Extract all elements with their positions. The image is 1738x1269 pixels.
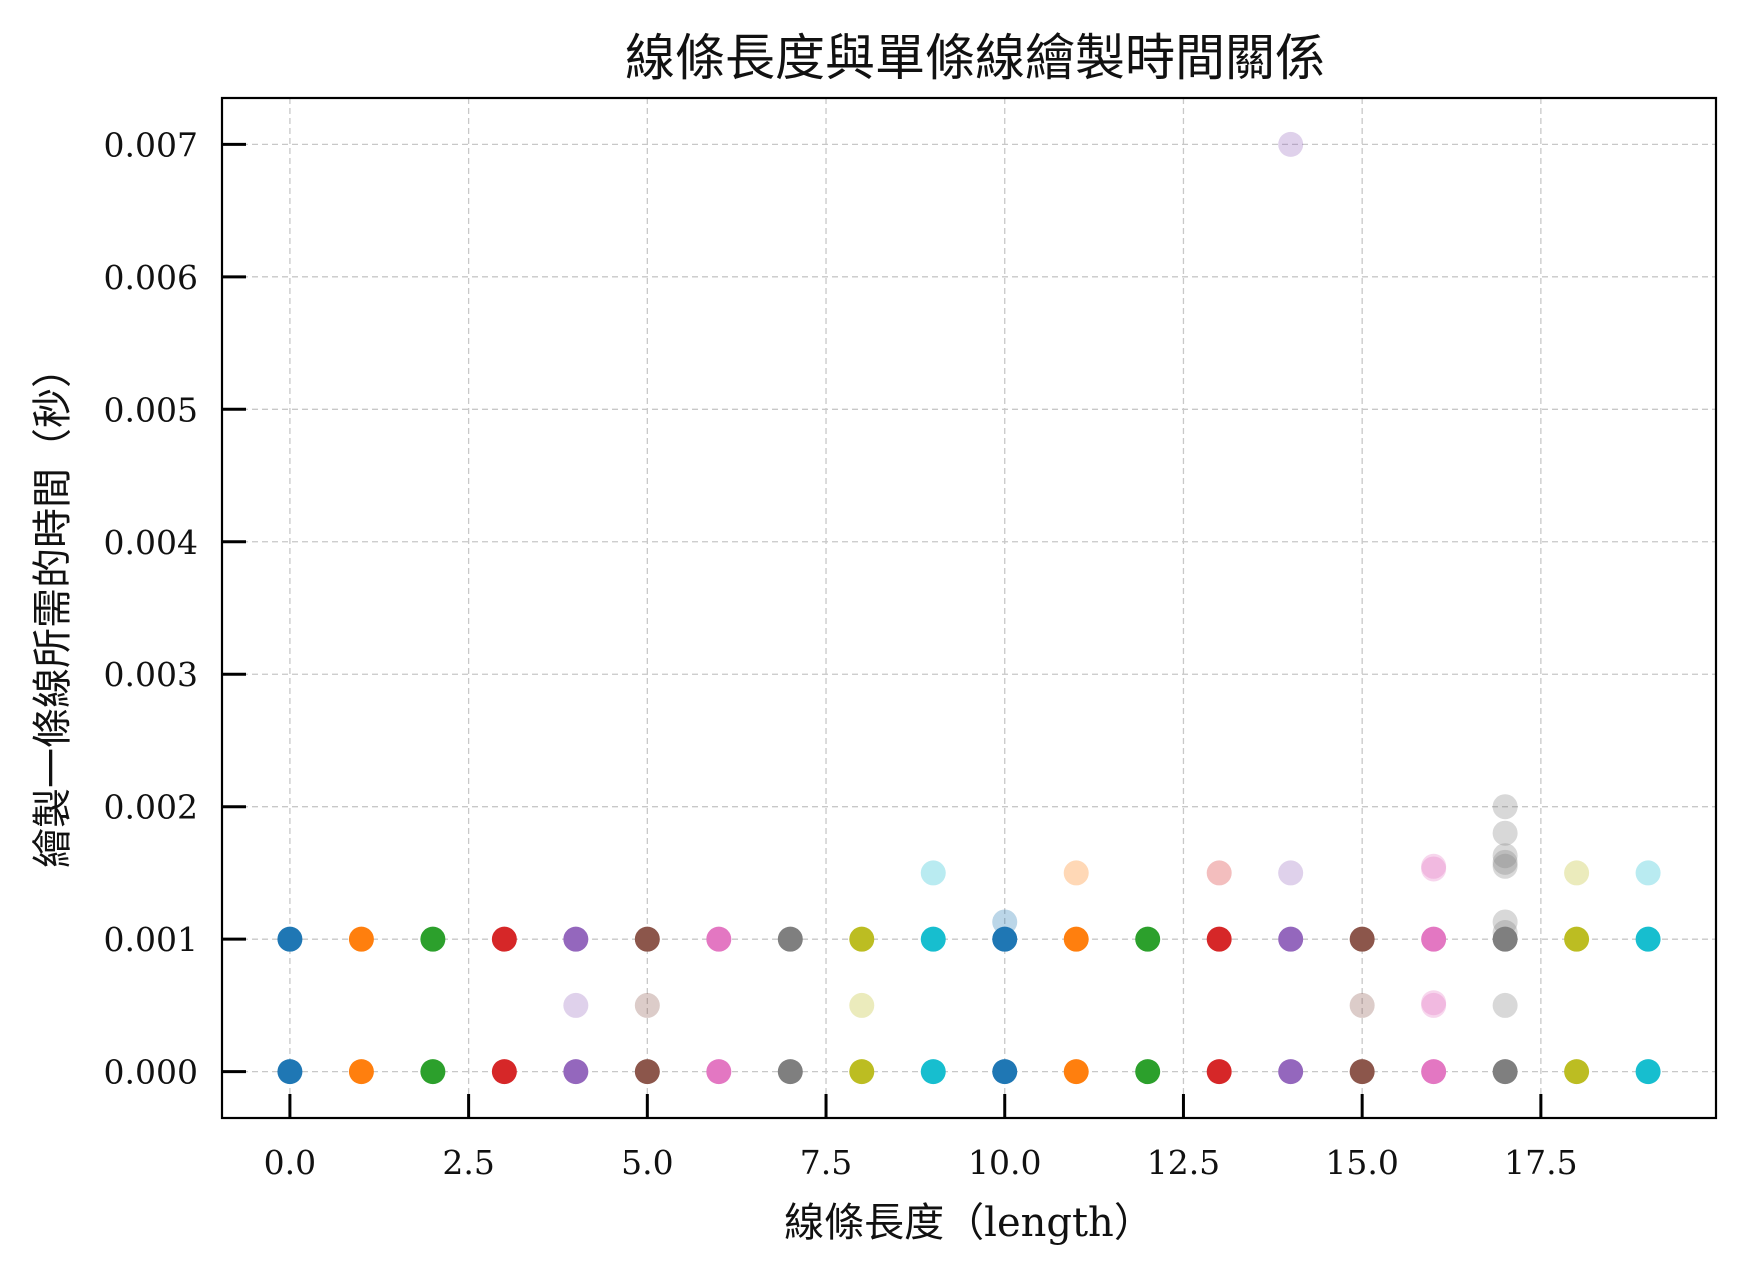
scatter-point [348,926,374,952]
y-tick-label: 0.000 [104,1053,198,1092]
y-tick-label: 0.001 [104,920,198,959]
plot-frame [220,96,1718,1120]
scatter-point [1492,909,1518,935]
scatter-point [563,1059,589,1085]
scatter-point [1492,853,1518,879]
scatter-point [491,926,517,952]
x-axis-label: 線條長度（length） [784,1200,1154,1246]
scatter-point [1492,992,1518,1018]
scatter-point [1492,849,1518,875]
scatter-point [563,992,589,1018]
scatter-point [1206,860,1232,886]
scatter-point [1564,1059,1590,1085]
scatter-point [1564,860,1590,886]
scatter-point [1135,926,1161,952]
scatter-point [920,1059,946,1085]
y-axis-label: 繪製一條線所需的時間（秒） [30,348,76,868]
grid [222,98,1716,1118]
x-tick-label: 15.0 [1325,1143,1398,1182]
scatter-point [277,926,303,952]
scatter-point [634,992,660,1018]
scatter-point [1206,926,1232,952]
scatter-point [920,926,946,952]
scatter-point [920,860,946,886]
scatter-point [348,1059,374,1085]
scatter-point [706,1059,732,1085]
scatter-point [1492,926,1518,952]
scatter-point [706,926,732,952]
scatter-point [1421,853,1447,879]
x-tick-label: 10.0 [968,1143,1041,1182]
scatter-point [849,992,875,1018]
scatter-point [1635,1059,1661,1085]
scatter-point [849,1059,875,1085]
data-points [277,131,1661,1085]
scatter-point [777,926,803,952]
scatter-point [1063,1059,1089,1085]
scatter-point [1564,926,1590,952]
scatter-point [992,926,1018,952]
x-tick-label: 2.5 [442,1143,494,1182]
x-tick-label: 0.0 [264,1143,316,1182]
scatter-point [849,926,875,952]
scatter-point [1278,926,1304,952]
chart-title: 線條長度與單條線繪製時間關係 [625,29,1325,87]
scatter-point [420,1059,446,1085]
scatter-point [1635,860,1661,886]
scatter-point [420,926,446,952]
y-tick-label: 0.007 [104,125,198,164]
scatter-point [1349,1059,1375,1085]
y-tick-label: 0.005 [104,390,198,429]
scatter-point [1421,926,1447,952]
x-tick-label: 7.5 [800,1143,852,1182]
scatter-point [1278,860,1304,886]
scatter-point [491,1059,517,1085]
y-tick-label: 0.003 [104,655,198,694]
axis-ticks: 0.0 2.5 5.0 7.5 10.0 12.5 15.0 17.5 0.000 0.001 0.… [104,125,1578,1182]
scatter-point [1492,820,1518,846]
scatter-point [1421,856,1447,882]
y-tick-label: 0.002 [104,788,198,827]
scatter-point [1349,992,1375,1018]
y-tick-label: 0.006 [104,258,198,297]
x-tick-label: 17.5 [1504,1143,1577,1182]
scatter-point [1135,1059,1161,1085]
y-tick-label: 0.004 [104,523,198,562]
scatter-point [1421,992,1447,1018]
scatter-point [1349,926,1375,952]
scatter-point [1278,131,1304,157]
scatter-point [992,909,1018,935]
x-tick-label: 5.0 [621,1143,673,1182]
scatter-point [277,1059,303,1085]
scatter-point [634,1059,660,1085]
scatter-point [634,926,660,952]
scatter-point [1492,794,1518,820]
scatter-point [777,1059,803,1085]
scatter-point [1492,1059,1518,1085]
scatter-point [1278,1059,1304,1085]
scatter-point [1421,990,1447,1016]
scatter-point [1492,843,1518,869]
scatter-point [563,926,589,952]
scatter-point [1063,860,1089,886]
scatter-point [1421,1059,1447,1085]
scatter-point [992,1059,1018,1085]
scatter-point [1206,1059,1232,1085]
x-tick-label: 12.5 [1147,1143,1220,1182]
scatter-point [1063,926,1089,952]
scatter-point [1635,926,1661,952]
